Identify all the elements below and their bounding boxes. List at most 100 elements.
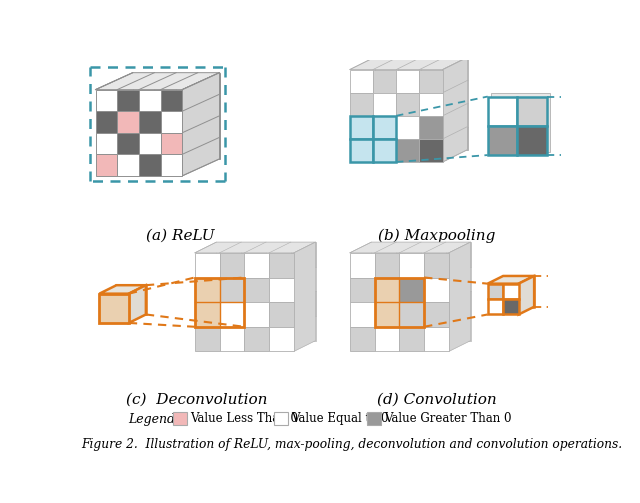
Polygon shape xyxy=(266,242,291,267)
Polygon shape xyxy=(371,291,396,316)
Polygon shape xyxy=(220,278,244,302)
Polygon shape xyxy=(195,302,220,327)
Bar xyxy=(503,284,518,299)
Polygon shape xyxy=(291,267,316,291)
Polygon shape xyxy=(349,93,373,116)
Polygon shape xyxy=(449,242,470,352)
Polygon shape xyxy=(399,327,424,352)
Bar xyxy=(349,139,373,162)
Polygon shape xyxy=(161,90,182,111)
Bar xyxy=(99,294,129,323)
Polygon shape xyxy=(195,242,316,253)
Polygon shape xyxy=(421,104,444,127)
Polygon shape xyxy=(291,316,316,341)
Polygon shape xyxy=(374,278,399,302)
Polygon shape xyxy=(216,267,241,291)
Bar xyxy=(488,284,503,299)
Polygon shape xyxy=(373,116,396,139)
Polygon shape xyxy=(241,291,266,316)
Polygon shape xyxy=(241,316,266,341)
Bar xyxy=(399,302,424,327)
Text: Value Greater Than 0: Value Greater Than 0 xyxy=(384,412,511,425)
Polygon shape xyxy=(269,278,294,302)
Bar xyxy=(491,94,550,152)
Bar xyxy=(374,278,399,302)
Polygon shape xyxy=(220,327,244,352)
Polygon shape xyxy=(349,69,373,93)
Polygon shape xyxy=(349,253,374,278)
Polygon shape xyxy=(154,72,176,94)
Polygon shape xyxy=(371,267,396,291)
Polygon shape xyxy=(132,116,154,137)
Text: (c)  Deconvolution: (c) Deconvolution xyxy=(125,393,267,407)
Polygon shape xyxy=(488,276,534,284)
Bar xyxy=(274,412,288,425)
Polygon shape xyxy=(241,267,266,291)
Polygon shape xyxy=(176,94,198,116)
Text: Legend:: Legend: xyxy=(128,412,179,426)
Polygon shape xyxy=(444,80,467,104)
Polygon shape xyxy=(349,116,373,139)
Polygon shape xyxy=(176,137,198,159)
Polygon shape xyxy=(176,72,198,94)
Polygon shape xyxy=(349,242,470,253)
Bar xyxy=(517,97,547,126)
Polygon shape xyxy=(220,253,244,278)
Polygon shape xyxy=(244,327,269,352)
Text: (d) Convolution: (d) Convolution xyxy=(376,393,497,407)
Polygon shape xyxy=(95,154,117,176)
Polygon shape xyxy=(374,104,397,127)
Polygon shape xyxy=(374,80,397,104)
Polygon shape xyxy=(132,72,154,94)
Polygon shape xyxy=(349,57,467,69)
Polygon shape xyxy=(373,139,396,162)
Polygon shape xyxy=(291,291,316,316)
Polygon shape xyxy=(419,116,443,139)
Polygon shape xyxy=(374,327,399,352)
Polygon shape xyxy=(374,127,397,150)
Polygon shape xyxy=(117,154,139,176)
Polygon shape xyxy=(349,278,374,302)
Polygon shape xyxy=(95,111,117,133)
Bar xyxy=(374,278,424,327)
Polygon shape xyxy=(291,242,316,267)
Bar xyxy=(517,126,547,155)
Polygon shape xyxy=(421,57,444,80)
Polygon shape xyxy=(371,316,396,341)
Text: Figure 2.  Illustration of ReLU, max-pooling, deconvolution and convolution oper: Figure 2. Illustration of ReLU, max-pool… xyxy=(81,438,623,451)
Bar xyxy=(373,139,396,162)
Polygon shape xyxy=(198,94,220,116)
Polygon shape xyxy=(421,316,446,341)
Polygon shape xyxy=(216,242,241,267)
Polygon shape xyxy=(161,111,182,133)
Polygon shape xyxy=(444,57,467,80)
Polygon shape xyxy=(139,111,161,133)
Bar xyxy=(195,302,220,327)
Bar xyxy=(116,285,146,314)
Polygon shape xyxy=(132,137,154,159)
Polygon shape xyxy=(269,327,294,352)
Polygon shape xyxy=(396,242,421,267)
Bar xyxy=(488,299,503,314)
Polygon shape xyxy=(446,316,470,341)
Polygon shape xyxy=(198,72,220,94)
Polygon shape xyxy=(421,127,444,150)
Bar xyxy=(220,302,244,327)
Bar xyxy=(173,412,187,425)
Polygon shape xyxy=(397,57,421,80)
Polygon shape xyxy=(195,278,220,302)
Polygon shape xyxy=(139,133,161,154)
Polygon shape xyxy=(269,302,294,327)
Polygon shape xyxy=(266,291,291,316)
Polygon shape xyxy=(198,137,220,159)
Polygon shape xyxy=(216,291,241,316)
Polygon shape xyxy=(244,278,269,302)
Polygon shape xyxy=(374,57,397,80)
Polygon shape xyxy=(396,267,421,291)
Bar xyxy=(503,276,534,307)
Polygon shape xyxy=(419,93,443,116)
Polygon shape xyxy=(424,302,449,327)
Polygon shape xyxy=(446,291,470,316)
Polygon shape xyxy=(397,104,421,127)
Polygon shape xyxy=(518,276,534,314)
